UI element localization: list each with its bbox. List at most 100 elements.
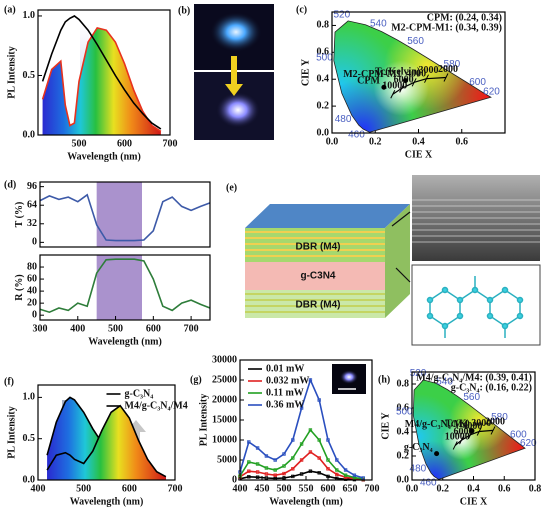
marker	[326, 467, 330, 471]
x-tick-label: 400	[70, 323, 85, 334]
marker	[291, 438, 295, 442]
sem-stripes	[412, 199, 540, 243]
y-axis-label: PL Intensity	[7, 406, 18, 459]
plot-frame	[411, 371, 536, 481]
cct-label: 4000	[406, 69, 426, 80]
x-tick-label: 600	[117, 138, 132, 149]
marker	[264, 466, 269, 470]
cct-label: 3000	[471, 418, 491, 429]
photo-panel: (b)	[178, 4, 274, 140]
legend-label: g-C₃N₄	[125, 388, 154, 399]
wavelength-label: 580	[444, 59, 461, 70]
marker	[335, 472, 339, 477]
marker	[273, 458, 277, 462]
y-tick-label: 0.6	[397, 402, 410, 413]
x-tick-label: 0.4	[412, 136, 425, 147]
spectrum-area	[42, 27, 161, 135]
legend-label: 0.01 mW	[266, 363, 304, 374]
wavelength-label: 560	[463, 392, 480, 403]
marker	[247, 469, 251, 473]
cct-title: Tc(Kelvin)	[375, 67, 420, 78]
x-tick-label: 600	[321, 483, 336, 494]
y-tick-label: 5000	[217, 454, 237, 465]
annotation: g-C₃N₄: (0.16, 0.22)	[451, 382, 532, 393]
series-line	[39, 193, 211, 242]
y-tick-label: 32	[27, 218, 37, 229]
plot-frame	[39, 181, 211, 248]
point-label: CPM	[357, 76, 380, 87]
y-tick-label: 64	[27, 200, 37, 211]
wavelength-label: 620	[483, 87, 500, 98]
y-tick-label: 0.6	[317, 47, 330, 58]
chromaticity-point	[381, 84, 387, 90]
x-tick-label: 0.2	[437, 483, 450, 494]
series-line	[46, 404, 167, 478]
marker	[255, 475, 260, 479]
cct-tick	[490, 426, 496, 435]
pointer-arrow	[391, 211, 411, 283]
emission-spot	[340, 370, 358, 384]
x-tick-label: 500	[76, 483, 91, 494]
panel-label: (f)	[4, 376, 14, 387]
marker	[317, 471, 321, 475]
cct-tick	[459, 435, 464, 445]
marker	[299, 472, 304, 476]
panel-label: (g)	[190, 374, 202, 385]
wavelength-label: 480	[410, 463, 427, 474]
x-tick-label: 700	[163, 138, 178, 149]
y-tick-label: 0.0	[23, 474, 36, 485]
marker	[291, 467, 295, 471]
marker	[255, 470, 260, 474]
y-axis-label: CIE Y	[381, 412, 392, 440]
y-tick-label: 20000	[212, 394, 237, 405]
point-label: M4/g-C₃N₄/M4	[405, 419, 468, 430]
marker	[352, 473, 357, 477]
cct-tick	[390, 90, 396, 99]
y-tick-label: 1.0	[23, 10, 36, 21]
cct-label: 6000	[454, 426, 474, 437]
chromaticity-point	[434, 451, 440, 457]
y-tick-label: 96	[27, 181, 37, 192]
panel-label: (h)	[378, 374, 390, 385]
cct-label: 2000	[485, 417, 505, 428]
marker	[326, 438, 330, 442]
x-tick-label: 700	[365, 483, 380, 494]
emission-spot	[216, 92, 260, 128]
y-tick-label: 0.0	[23, 129, 36, 140]
x-tick-label: 0.0	[406, 483, 419, 494]
layer-label: DBR (M4)	[296, 242, 341, 253]
panel-label: (e)	[226, 182, 237, 193]
x-tick-label: 700	[168, 483, 183, 494]
y-tick-label: 0.5	[23, 433, 36, 444]
x-tick-label: 600	[122, 483, 137, 494]
y-axis-label: PL Intensity	[198, 394, 209, 447]
series-line	[239, 377, 364, 479]
marker	[247, 440, 251, 444]
top-face	[245, 204, 410, 228]
x-axis-label: Wavelength (nm)	[70, 496, 144, 507]
cct-tick	[399, 84, 405, 93]
plot-frame	[239, 359, 373, 481]
marker	[317, 398, 321, 402]
marker	[273, 468, 277, 472]
wavelength-label: 520	[410, 368, 427, 379]
y-axis-label: T (%)	[14, 202, 25, 228]
cct-tick	[476, 427, 482, 436]
marker	[308, 469, 313, 473]
layer-label: DBR (M4)	[296, 300, 341, 311]
spectrum-area	[47, 397, 166, 480]
marker	[264, 476, 269, 480]
spectral-locus	[333, 20, 492, 133]
y-tick-label: 60	[27, 273, 37, 284]
x-tick-label: 450	[255, 483, 270, 494]
marker	[282, 464, 286, 468]
y-axis-label: R (%)	[14, 274, 25, 300]
marker	[282, 471, 286, 476]
x-tick-label: 500	[108, 323, 123, 334]
y-tick-label: 20	[27, 297, 37, 308]
marker	[335, 458, 339, 462]
y-tick-label: 1.0	[23, 392, 36, 403]
structure-image	[411, 264, 541, 346]
x-axis-label: Wavelength (nm)	[88, 336, 162, 347]
plot-frame	[37, 384, 176, 481]
